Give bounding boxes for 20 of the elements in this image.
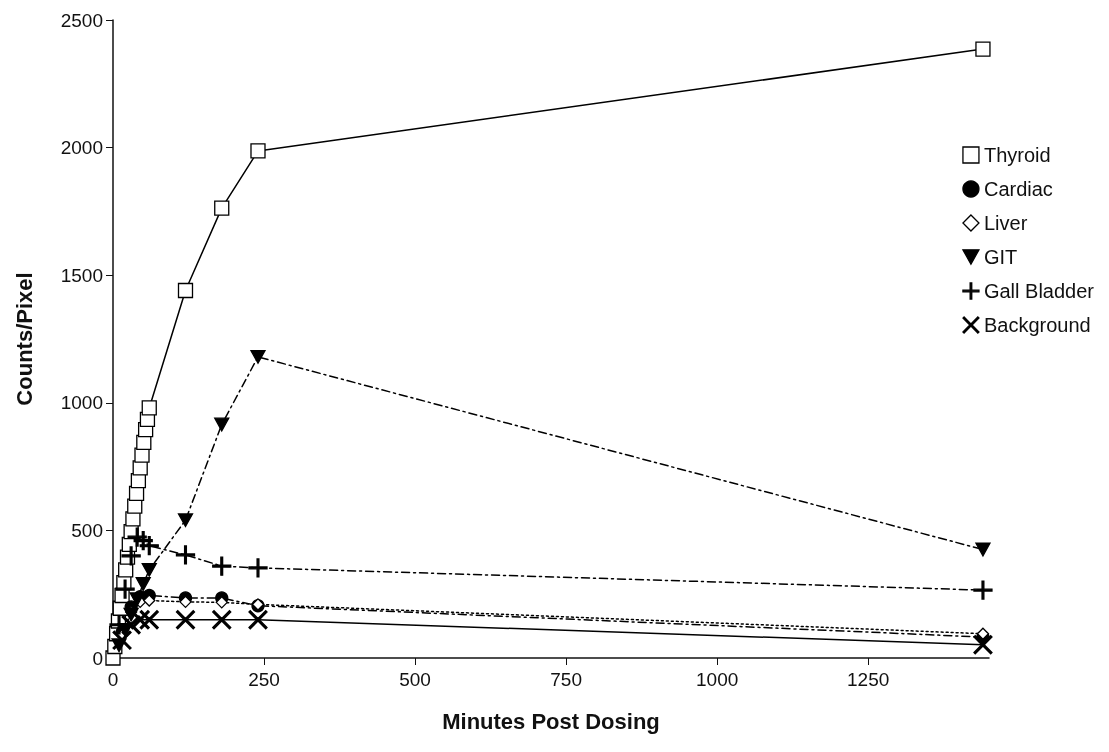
y-tick-label: 1500 bbox=[60, 264, 103, 286]
x-axis-title: Minutes Post Dosing bbox=[442, 708, 660, 734]
legend-label: Cardiac bbox=[983, 178, 1053, 200]
x-tick-label: 500 bbox=[399, 669, 431, 690]
y-tick-label: 2000 bbox=[60, 137, 103, 159]
x-tick-label: 0 bbox=[107, 669, 119, 690]
legend-label: GIT bbox=[983, 246, 1018, 268]
legend-label: Liver bbox=[983, 212, 1028, 234]
legend-label: Gall Bladder bbox=[983, 280, 1095, 302]
legend-label: Thyroid bbox=[983, 144, 1051, 166]
x-tick-label: 1250 bbox=[847, 669, 890, 690]
legend-label: Background bbox=[983, 314, 1091, 336]
x-tick-label: 750 bbox=[550, 669, 582, 690]
x-tick-label: 250 bbox=[248, 669, 280, 690]
y-tick-label: 500 bbox=[71, 519, 103, 541]
y-tick-label: 0 bbox=[92, 647, 103, 669]
y-tick-label: 1000 bbox=[60, 392, 103, 414]
y-axis-title: Counts/Pixel bbox=[11, 272, 37, 406]
y-tick-label: 2500 bbox=[60, 9, 103, 31]
x-tick-label: 1000 bbox=[696, 669, 739, 690]
